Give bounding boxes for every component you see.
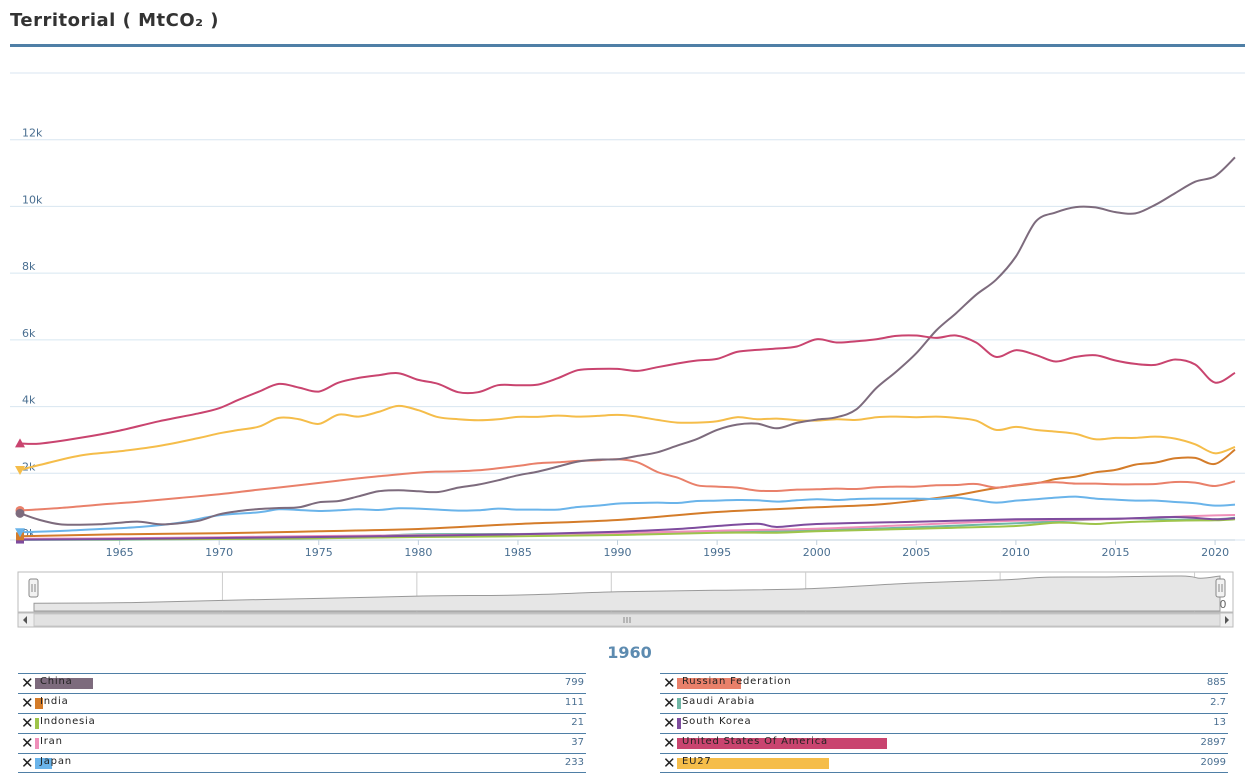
series-marker-eu27	[15, 465, 25, 475]
scroll-right-arrow-icon[interactable]	[1225, 616, 1229, 624]
y-tick-label: 6k	[22, 327, 36, 340]
legend-value-bar	[677, 738, 887, 749]
grid-layer	[10, 72, 1245, 541]
legend-series-value: 799	[564, 677, 584, 688]
legend-value-bar	[35, 758, 52, 769]
remove-series-icon[interactable]: ✕	[663, 754, 676, 772]
legend-right-column: ✕ Russian Federation 885 ✕ Saudi Arabia 2.7 ✕ S…	[660, 673, 1228, 773]
navigator-left-handle[interactable]	[28, 578, 39, 598]
scroll-left-arrow-icon[interactable]	[23, 616, 27, 624]
x-tick-label: 2005	[902, 546, 930, 559]
series-line-united-states-of-america[interactable]	[19, 334, 1236, 445]
navigator-area	[33, 575, 1221, 612]
legend-value-bar	[677, 718, 681, 729]
x-tick-label: 1975	[305, 546, 333, 559]
legend-series-value: 885	[1206, 677, 1226, 688]
legend-value-bar	[35, 738, 39, 749]
x-tick-label: 1980	[404, 546, 432, 559]
series-marker-china	[15, 508, 25, 518]
remove-series-icon[interactable]: ✕	[663, 674, 676, 692]
x-tick-label: 1990	[604, 546, 632, 559]
series-line-china[interactable]	[19, 156, 1236, 526]
legend-value-bar	[677, 678, 742, 689]
x-tick-label: 1985	[504, 546, 532, 559]
legend-row[interactable]: ✕ China 799	[18, 673, 586, 693]
legend-row[interactable]: ✕ India 111	[18, 693, 586, 713]
chart-title: Territorial ( MtCO₂ )	[10, 10, 220, 31]
legend-series-name: South Korea	[682, 716, 752, 727]
legend-series-value: 2099	[1200, 757, 1226, 768]
series-line-russian-federation[interactable]	[19, 458, 1236, 512]
x-tick-label: 2020	[1201, 546, 1229, 559]
series-line-japan[interactable]	[19, 495, 1236, 534]
remove-series-icon[interactable]: ✕	[21, 754, 34, 772]
x-tick-label: 2010	[1002, 546, 1030, 559]
remove-series-icon[interactable]: ✕	[663, 734, 676, 752]
legend-value-bar	[677, 698, 681, 709]
remove-series-icon[interactable]: ✕	[663, 714, 676, 732]
series-start-markers	[15, 438, 25, 544]
legend-series-name: Russian Federation	[682, 676, 792, 687]
legend-series-value: 111	[564, 697, 584, 708]
x-tick-label: 1965	[106, 546, 134, 559]
remove-series-icon[interactable]: ✕	[663, 694, 676, 712]
legend-value-bar	[35, 718, 39, 729]
series-line-south-korea[interactable]	[19, 515, 1236, 541]
x-tick-label: 1970	[205, 546, 233, 559]
y-tick-label: 10k	[22, 193, 43, 206]
legend-value-bar	[677, 758, 830, 769]
legend-value-bar	[35, 678, 93, 689]
x-tick-label: 1995	[703, 546, 731, 559]
legend-series-value: 2.7	[1210, 697, 1226, 708]
legend-series-name: Saudi Arabia	[682, 696, 756, 707]
series-marker-japan	[15, 528, 25, 538]
remove-series-icon[interactable]: ✕	[21, 694, 34, 712]
x-tick-label: 2000	[803, 546, 831, 559]
legend-series-value: 233	[564, 757, 584, 768]
series-marker-united-states-of-america	[15, 438, 25, 448]
legend-series-name: EU27	[682, 756, 712, 767]
series-line-india[interactable]	[19, 448, 1236, 538]
remove-series-icon[interactable]: ✕	[21, 714, 34, 732]
y-tick-label: 12k	[22, 127, 43, 140]
legend-series-name: United States Of America	[682, 736, 828, 747]
legend-value-bar	[35, 698, 43, 709]
series-layer[interactable]	[19, 156, 1236, 541]
legend-series-name: Indonesia	[40, 716, 96, 727]
legend-row[interactable]: ✕ EU27 2099	[660, 753, 1228, 773]
remove-series-icon[interactable]: ✕	[21, 734, 34, 752]
series-line-indonesia[interactable]	[19, 518, 1236, 541]
legend-row[interactable]: ✕ Japan 233	[18, 753, 586, 773]
y-tick-label: 8k	[22, 260, 36, 273]
legend-left-column: ✕ China 799 ✕ India 111 ✕ Indonesia 21 ✕ Iran 37 ✕ Ja…	[18, 673, 586, 773]
range-navigator[interactable]: 197019801990200020102020	[17, 571, 1234, 628]
navigator-right-handle[interactable]	[1215, 578, 1226, 598]
legend-series-name: Japan	[40, 756, 72, 767]
legend-row[interactable]: ✕ Saudi Arabia 2.7	[660, 693, 1228, 713]
y-tick-label: 4k	[22, 394, 36, 407]
x-axis: 1965 1970 1975 1980 1985 1990 1995 2000 2005 2010…	[20, 539, 1235, 559]
legend-series-name: India	[40, 696, 69, 707]
legend-row[interactable]: ✕ United States Of America 2897	[660, 733, 1228, 753]
title-divider	[10, 44, 1245, 47]
legend-series-value: 2897	[1200, 737, 1226, 748]
legend-series-value: 37	[571, 737, 584, 748]
legend-series-name: China	[40, 676, 73, 687]
legend-row[interactable]: ✕ Iran 37	[18, 733, 586, 753]
remove-series-icon[interactable]: ✕	[21, 674, 34, 692]
legend-series-value: 21	[571, 717, 584, 728]
legend-row[interactable]: ✕ Russian Federation 885	[660, 673, 1228, 693]
x-tick-label: 2015	[1101, 546, 1129, 559]
legend-row[interactable]: ✕ Indonesia 21	[18, 713, 586, 733]
legend-row[interactable]: ✕ South Korea 13	[660, 713, 1228, 733]
selected-year: 1960	[607, 643, 652, 662]
series-line-eu27[interactable]	[19, 404, 1236, 471]
legend-series-name: Iran	[40, 736, 63, 747]
legend-series-value: 13	[1213, 717, 1226, 728]
